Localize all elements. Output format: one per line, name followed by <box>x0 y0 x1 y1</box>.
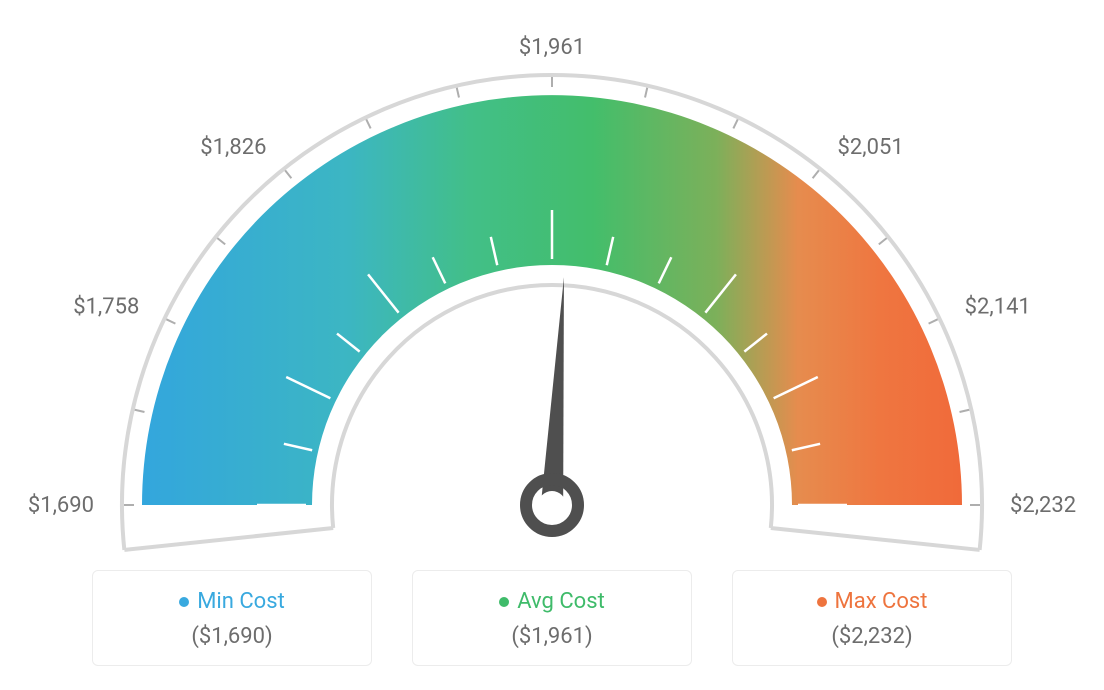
gauge-tick-label: $1,826 <box>200 135 266 160</box>
legend-card: Max Cost ($2,232) <box>732 570 1012 666</box>
gauge-tick-label: $2,141 <box>965 294 1031 319</box>
legend-title-text: Min Cost <box>197 589 285 614</box>
gauge-svg: $1,690 $1,758 $1,826 $1,961 $2,051 $2,141 $2,2… <box>0 0 1104 560</box>
legend-dot-icon <box>499 597 509 607</box>
gauge-tick-label: $1,758 <box>73 294 139 319</box>
legend-title-text: Max Cost <box>835 589 928 614</box>
legend-row: Min Cost ($1,690) Avg Cost ($1,961) Max Cost… <box>0 570 1104 666</box>
legend-value: ($2,232) <box>733 624 1011 649</box>
gauge-tick-label: $1,690 <box>28 493 94 518</box>
legend-value: ($1,690) <box>93 624 371 649</box>
legend-card: Avg Cost ($1,961) <box>412 570 692 666</box>
legend-title: Max Cost <box>733 589 1011 614</box>
legend-title: Min Cost <box>93 589 371 614</box>
gauge-tick-label: $1,961 <box>519 35 585 60</box>
legend-dot-icon <box>817 597 827 607</box>
gauge-tick-label: $2,232 <box>1010 493 1076 518</box>
legend-title-text: Avg Cost <box>517 589 605 614</box>
legend-card: Min Cost ($1,690) <box>92 570 372 666</box>
gauge-needle <box>542 277 564 496</box>
legend-value: ($1,961) <box>413 624 691 649</box>
cost-gauge-chart: $1,690 $1,758 $1,826 $1,961 $2,051 $2,141 $2,2… <box>0 0 1104 690</box>
legend-title: Avg Cost <box>413 589 691 614</box>
gauge-tick-label: $2,051 <box>838 135 904 160</box>
legend-dot-icon <box>179 597 189 607</box>
